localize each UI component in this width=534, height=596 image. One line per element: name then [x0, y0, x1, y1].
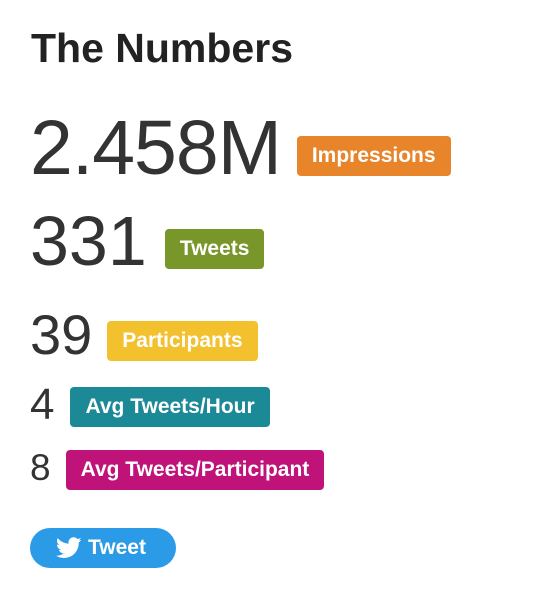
tweet-button[interactable]: Tweet	[30, 528, 176, 568]
stat-tweets: 331 Tweets	[30, 202, 265, 280]
stat-avg-tweets-per-participant: 8 Avg Tweets/Participant	[30, 444, 325, 490]
stat-value: 4	[30, 380, 55, 429]
twitter-bird-icon	[56, 537, 82, 559]
stat-participants: 39 Participants	[30, 305, 258, 365]
stat-value: 39	[30, 303, 93, 366]
section-title: The Numbers	[31, 25, 293, 71]
stat-impressions: 2.458M Impressions	[30, 109, 451, 187]
tweet-button-label: Tweet	[88, 536, 146, 559]
stat-label-badge: Avg Tweets/Participant	[65, 449, 325, 490]
stat-value: 2.458M	[30, 104, 282, 191]
stat-value: 8	[30, 446, 51, 488]
stat-label-badge: Participants	[107, 321, 258, 361]
stat-value: 331	[30, 202, 147, 280]
stat-avg-tweets-per-hour: 4 Avg Tweets/Hour	[30, 380, 270, 430]
stat-label-badge: Tweets	[164, 229, 265, 269]
stat-label-badge: Avg Tweets/Hour	[70, 387, 270, 427]
stat-label-badge: Impressions	[296, 136, 451, 176]
